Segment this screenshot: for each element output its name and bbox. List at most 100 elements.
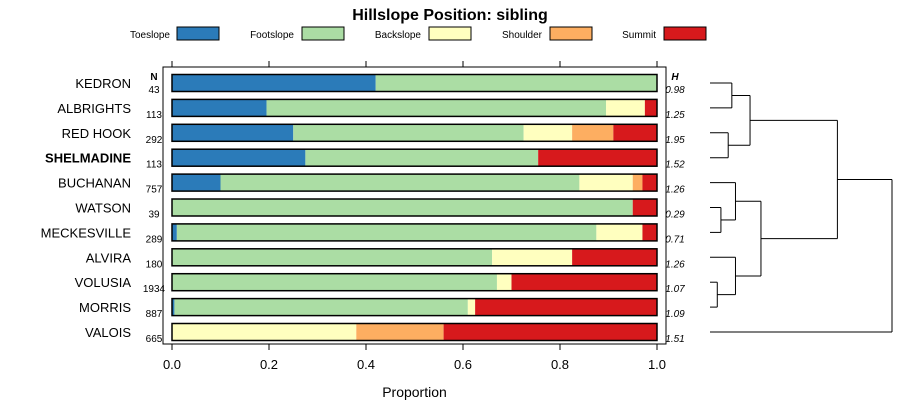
bar-segment-valois-backslope xyxy=(172,323,357,341)
n-value-valois: 665 xyxy=(146,334,163,345)
bar-segment-red-hook-toeslope xyxy=(172,124,294,142)
dendrogram xyxy=(710,82,893,333)
legend-swatch-shoulder xyxy=(549,26,593,41)
legend-label-backslope: Backslope xyxy=(375,30,422,41)
bar-outline-meckesville xyxy=(171,223,658,242)
bar-segment-shelmadine-toeslope xyxy=(172,149,306,167)
bar-outline-red-hook xyxy=(171,123,658,143)
n-value-watson: 39 xyxy=(148,210,160,221)
bar-segment-morris-toeslope xyxy=(172,298,175,316)
x-tick-label-1: 0.2 xyxy=(260,357,278,372)
h-values: 0.98 1.25 1.95 1.52 1.26 0.29 0.71 1.26 1.07 1.09… xyxy=(665,85,685,345)
bar-segment-shelmadine-footslope xyxy=(305,149,539,167)
legend-label-summit: Summit xyxy=(622,30,656,41)
bar-segment-buchanan-toeslope xyxy=(172,174,221,192)
h-value-kedron: 0.98 xyxy=(665,85,685,96)
h-value-alvira: 1.26 xyxy=(665,259,685,270)
bar-outline-shelmadine xyxy=(171,148,658,167)
bar-segment-red-hook-footslope xyxy=(293,124,524,142)
bar-segment-albrights-backslope xyxy=(606,99,645,117)
h-value-morris: 1.09 xyxy=(665,309,685,320)
chart-title: Hillslope Position: sibling xyxy=(352,7,548,24)
h-value-red-hook: 1.95 xyxy=(665,135,685,146)
bar-segment-buchanan-shoulder xyxy=(632,174,643,192)
bar-outline-valois xyxy=(171,322,658,342)
bar-outline-volusia xyxy=(171,272,658,292)
bar-outline-kedron xyxy=(171,73,658,93)
bar-outline-watson xyxy=(171,198,658,217)
h-value-watson: 0.29 xyxy=(665,210,685,221)
bar-segment-red-hook-shoulder xyxy=(572,124,614,142)
bar-segment-shelmadine-summit xyxy=(538,149,657,167)
legend-swatch-backslope xyxy=(428,26,472,41)
category-labels: KEDRON ALBRIGHTS RED HOOK SHELMADINE BUCHANA… xyxy=(41,76,132,340)
legend-swatch-footslope xyxy=(301,26,345,41)
x-tick-label-5: 1.0 xyxy=(648,357,666,372)
bar-segment-volusia-summit xyxy=(511,273,657,291)
n-value-volusia: 1934 xyxy=(143,284,166,295)
legend-swatch-summit xyxy=(663,26,707,41)
bar-outline-alvira xyxy=(171,248,658,267)
category-label-meckesville: MECKESVILLE xyxy=(41,225,132,240)
x-tick-label-3: 0.6 xyxy=(454,357,472,372)
category-label-volusia: VOLUSIA xyxy=(75,275,132,290)
h-value-volusia: 1.07 xyxy=(665,284,685,295)
bar-segment-volusia-backslope xyxy=(496,273,512,291)
bar-segment-kedron-toeslope xyxy=(172,74,376,92)
n-value-alvira: 180 xyxy=(146,259,163,270)
category-label-valois: VALOIS xyxy=(85,325,131,340)
bar-segment-alvira-footslope xyxy=(172,248,493,266)
bar-segment-morris-summit xyxy=(475,298,657,316)
n-value-morris: 887 xyxy=(146,309,163,320)
n-value-buchanan: 757 xyxy=(146,185,163,196)
category-label-buchanan: BUCHANAN xyxy=(58,176,131,191)
bar-segment-meckesville-footslope xyxy=(176,223,597,241)
category-label-shelmadine: SHELMADINE xyxy=(45,151,131,166)
bar-segment-meckesville-toeslope xyxy=(172,223,177,241)
bar-segment-volusia-footslope xyxy=(172,273,497,291)
legend-label-footslope: Footslope xyxy=(250,30,294,41)
bar-segment-kedron-footslope xyxy=(375,74,657,92)
h-value-buchanan: 1.26 xyxy=(665,185,685,196)
h-header: H xyxy=(671,72,679,83)
bar-segment-buchanan-footslope xyxy=(220,174,580,192)
n-value-shelmadine: 113 xyxy=(146,160,162,171)
category-label-red-hook: RED HOOK xyxy=(62,126,132,141)
bar-segment-meckesville-summit xyxy=(642,223,657,241)
bar-segment-buchanan-backslope xyxy=(579,174,633,192)
category-label-kedron: KEDRON xyxy=(75,76,131,91)
category-label-morris: MORRIS xyxy=(79,300,131,315)
bar-segment-watson-summit xyxy=(632,199,657,216)
x-tick-label-2: 0.4 xyxy=(357,357,375,372)
bar-segment-meckesville-backslope xyxy=(596,223,643,241)
h-value-meckesville: 0.71 xyxy=(665,234,684,245)
bar-segment-albrights-toeslope xyxy=(172,99,267,117)
n-value-kedron: 43 xyxy=(148,85,160,96)
n-header: N xyxy=(150,72,157,83)
x-tick-label-0: 0.0 xyxy=(163,357,181,372)
plot-panel xyxy=(162,66,667,345)
bar-segment-buchanan-summit xyxy=(642,174,657,192)
bar-segment-albrights-footslope xyxy=(266,99,607,117)
h-value-albrights: 1.25 xyxy=(665,110,685,121)
bar-outline-buchanan xyxy=(171,173,658,192)
n-value-red-hook: 292 xyxy=(146,135,163,146)
bar-outline-morris xyxy=(171,297,658,317)
h-value-valois: 1.51 xyxy=(665,334,684,345)
bar-segment-albrights-summit xyxy=(644,99,657,117)
x-tick-label-4: 0.8 xyxy=(551,357,569,372)
bar-segment-watson-footslope xyxy=(172,199,633,216)
n-values: 43 113 292 113 757 39 289 180 1934 887 665 xyxy=(143,85,166,345)
bar-segment-red-hook-backslope xyxy=(523,124,573,142)
x-axis: 0.0 0.2 0.4 0.6 0.8 1.0 xyxy=(163,61,666,372)
category-label-alvira: ALVIRA xyxy=(86,250,132,265)
bar-outline-albrights xyxy=(171,98,658,118)
bar-segment-alvira-backslope xyxy=(492,248,573,266)
category-label-albrights: ALBRIGHTS xyxy=(57,101,131,116)
legend-label-toeslope: Toeslope xyxy=(130,30,170,41)
h-value-shelmadine: 1.52 xyxy=(665,160,685,171)
n-value-albrights: 113 xyxy=(146,110,162,121)
legend-swatch-toeslope xyxy=(176,26,220,41)
bar-segment-red-hook-summit xyxy=(613,124,657,142)
bar-segment-valois-shoulder xyxy=(356,323,444,341)
